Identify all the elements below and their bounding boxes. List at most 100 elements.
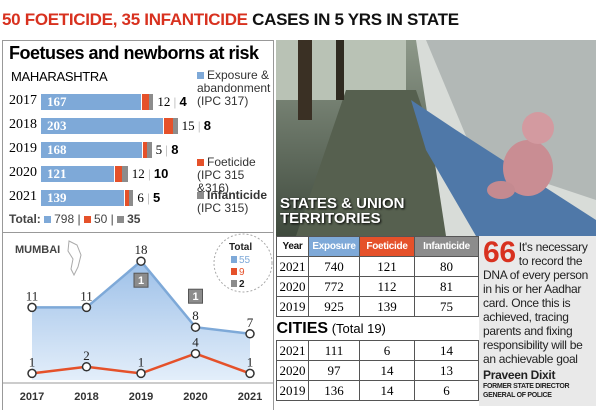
foeticide-value-label: 1	[138, 354, 145, 369]
bar-infanticide	[146, 142, 152, 158]
x-tick-label: 2017	[20, 391, 44, 403]
cell-infanticide: 81	[414, 276, 479, 297]
bar-foeticide-value: 12	[157, 94, 171, 109]
bar-foeticide	[114, 166, 122, 182]
cell-year: 2019	[276, 380, 309, 401]
exposure-value-label: 11	[80, 288, 93, 303]
exposure-value-label: 11	[26, 288, 39, 303]
bar-side-values: 12 | 10	[131, 166, 169, 181]
bar-infanticide	[149, 94, 154, 110]
legend-foeticide: Foeticide (IPC 315 &316)	[197, 156, 273, 195]
exposure-point	[190, 322, 201, 332]
bar-value: 168	[47, 142, 67, 157]
bar-year-label: 2021	[9, 189, 37, 204]
photo-caption: STATES & UNION TERRITORIES	[280, 196, 404, 226]
exposure-point	[81, 302, 92, 313]
bar-infanticide-value: 4	[179, 94, 187, 109]
quote-role: FORMER STATE DIRECTOR GENERAL OF POLICE	[483, 383, 570, 399]
foeticide-point	[245, 368, 255, 379]
bar-exposure: 139	[41, 190, 125, 206]
header-year: Year	[276, 236, 309, 257]
maharashtra-panel: Foetuses and newborns at risk MAHARASHTR…	[2, 40, 274, 411]
cell-year: 2020	[276, 360, 309, 381]
bar-value: 203	[47, 118, 67, 133]
foeticide-point	[136, 368, 146, 379]
cell-exposure: 772	[308, 276, 360, 297]
exposure-point	[136, 256, 146, 266]
infanticide-box	[188, 288, 203, 304]
cell-year: 2019	[276, 296, 309, 317]
cities-row: 2020 97 14 13	[276, 360, 479, 381]
mumbai-chart: 11 11 18 8 7 1 2 1 4 1 2017 2018 2019 2020 2021 1 1 MUMBA…	[3, 232, 273, 411]
cities-title: CITIES	[276, 319, 329, 337]
headline-red: 50 FOETICIDE, 35 INFANTICIDE	[2, 10, 248, 29]
bar-infanticide-value: 5	[153, 190, 161, 205]
legend-swatch	[197, 192, 204, 199]
headline-black: CASES IN 5 YRS IN STATE	[252, 10, 459, 29]
legend-exposure: Exposure & abandonment (IPC 317)	[197, 69, 270, 108]
bar-foeticide	[142, 94, 150, 110]
cities-row: 2019 136 14 6	[276, 380, 479, 401]
bar-side-values: 5 | 8	[155, 142, 179, 157]
bar-value: 167	[47, 94, 67, 109]
quote-text: It's necessary to record the DNA of ever…	[483, 240, 589, 366]
photo-illustration	[276, 40, 596, 236]
legend-total: 55	[239, 255, 251, 266]
bar-exposure: 203	[41, 118, 163, 134]
cell-exposure: 925	[308, 296, 360, 317]
bar-infanticide-value: 8	[171, 142, 179, 157]
cell-exposure: 111	[308, 340, 360, 361]
exposure-point	[245, 329, 255, 339]
cell-infanticide: 6	[414, 380, 479, 401]
legend-text: abandonment	[197, 81, 271, 95]
states-table: Year Exposure Foeticide Infanticide 2021 740…	[276, 236, 479, 401]
legend-total: 2	[239, 279, 245, 290]
bar-infanticide-value: 8	[203, 118, 211, 133]
bar-infanticide	[172, 118, 178, 134]
total-infanticide: 35	[127, 212, 141, 226]
foeticide-point	[81, 362, 92, 372]
foeticide-point	[190, 348, 201, 359]
bar-year-label: 2018	[9, 117, 37, 132]
cell-year: 2021	[276, 256, 309, 277]
bar-foeticide	[142, 142, 147, 158]
legend-text: Foeticide	[207, 155, 256, 169]
foeticide-value-label: 2	[83, 348, 90, 363]
total-foeticide: 50	[93, 212, 108, 226]
states-row: 2020 772 112 81	[276, 276, 479, 297]
x-tick-label: 2020	[183, 391, 207, 403]
caption-line: TERRITORIES	[280, 210, 381, 227]
legend-swatch	[231, 256, 237, 263]
foeticide-value-label: 1	[29, 354, 36, 369]
legend-text: Infanticide	[207, 188, 268, 202]
exposure-value-label: 8	[192, 308, 199, 323]
quote-box: 66 It's necessary to record the DNA of e…	[479, 236, 596, 406]
states-row: 2021 740 121 80	[276, 256, 479, 277]
bar-foeticide	[125, 190, 130, 206]
foeticide-value-label: 1	[247, 354, 254, 369]
bar-side-values: 6 | 5	[137, 190, 161, 205]
legend-text: (IPC 317)	[197, 94, 249, 108]
bar-infanticide-value: 10	[153, 166, 169, 181]
cell-foeticide: 121	[359, 256, 415, 277]
bar-year-label: 2017	[9, 93, 37, 108]
cell-infanticide: 75	[414, 296, 479, 317]
x-tick-label: 2018	[74, 391, 98, 403]
infanticide-box	[133, 272, 149, 288]
states-table-panel: Year Exposure Foeticide Infanticide 2021 740…	[276, 236, 479, 406]
legend-title: Total	[229, 242, 252, 253]
exposure-point	[27, 302, 37, 313]
bar-foeticide-value: 5	[155, 142, 163, 157]
cities-heading: CITIES (Total 19)	[277, 317, 479, 341]
region-label: MAHARASHTRA	[11, 69, 108, 84]
legend-circle	[213, 233, 273, 293]
exposure-value-label: 7	[247, 315, 254, 330]
quote-author: Praveen Dixit	[483, 368, 556, 382]
cell-foeticide: 112	[359, 276, 415, 297]
header-exposure: Exposure	[308, 236, 360, 257]
bar-foeticide-value: 12	[131, 166, 145, 181]
bar-year-label: 2020	[9, 165, 37, 180]
bar-value: 139	[47, 190, 67, 205]
cities-row: 2021 111 6 14	[276, 340, 479, 361]
